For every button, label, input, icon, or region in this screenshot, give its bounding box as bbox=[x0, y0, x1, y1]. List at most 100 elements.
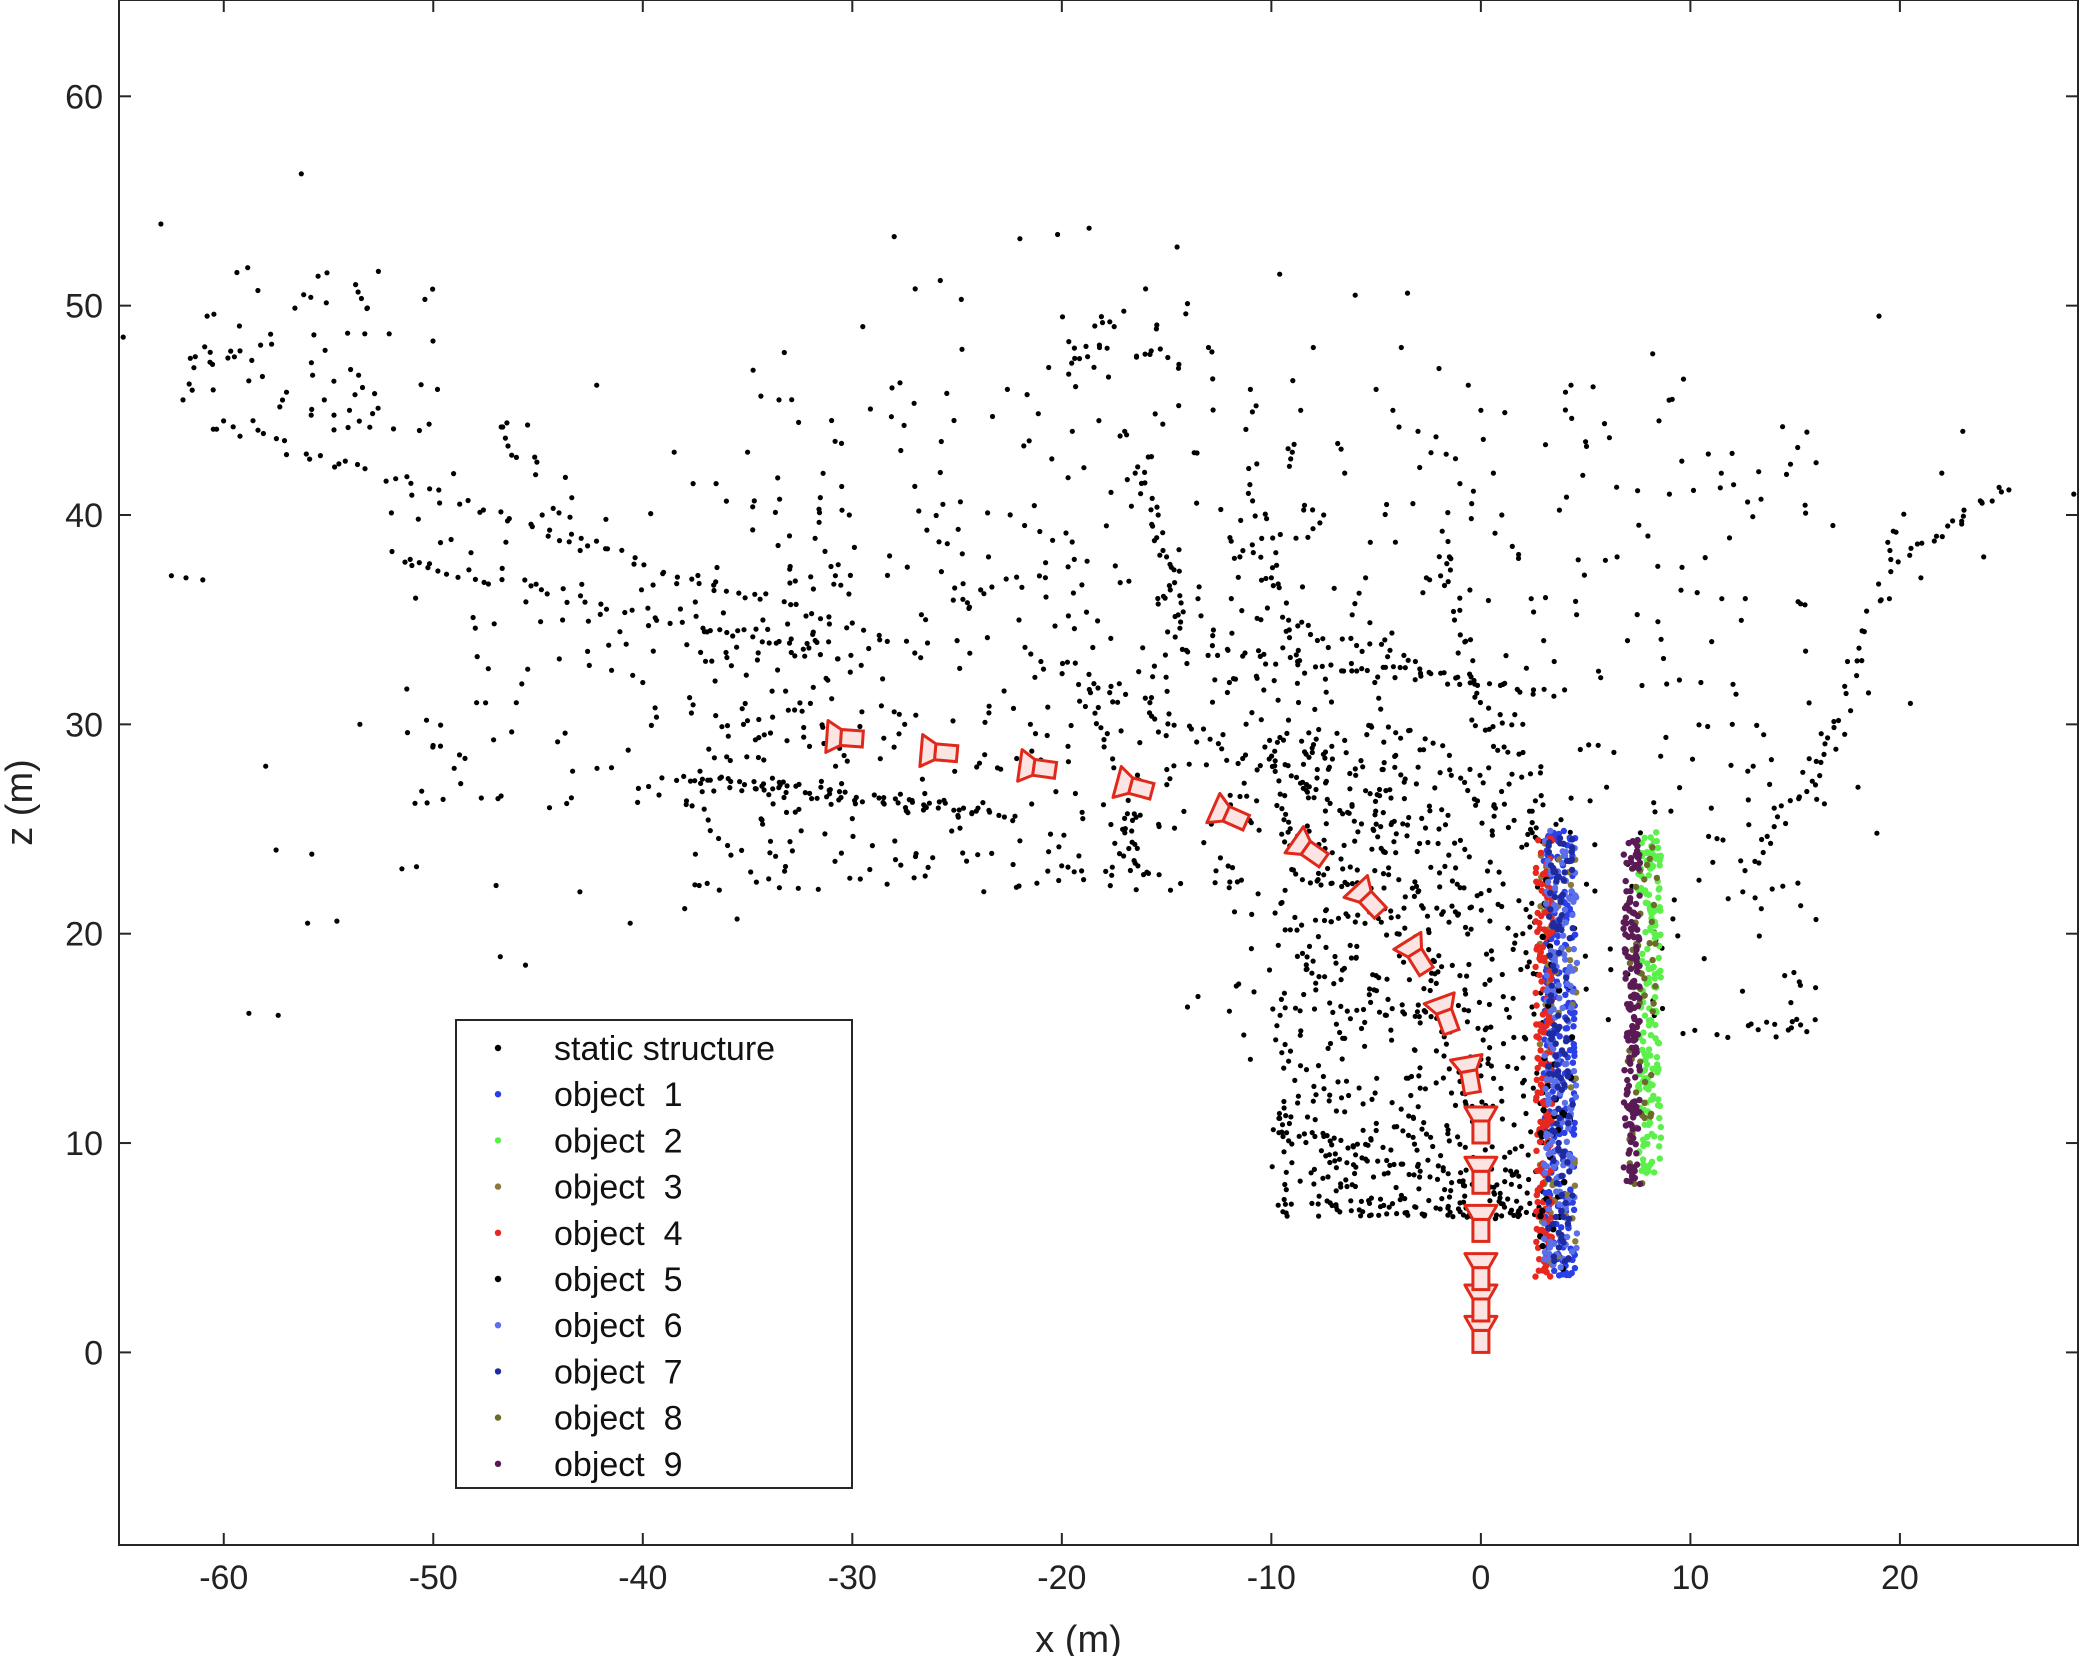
static-structure-point bbox=[1696, 877, 1702, 883]
static-structure-point bbox=[204, 313, 210, 319]
static-structure-point bbox=[745, 449, 751, 455]
static-structure-point bbox=[783, 809, 790, 816]
static-structure-point bbox=[1275, 1202, 1281, 1208]
static-structure-point bbox=[1499, 788, 1505, 795]
static-structure-point bbox=[1408, 1092, 1414, 1099]
static-structure-point bbox=[769, 688, 775, 694]
static-structure-point bbox=[214, 426, 220, 432]
static-structure-point bbox=[1742, 868, 1748, 874]
static-structure-point bbox=[814, 639, 820, 646]
static-structure-point bbox=[1145, 454, 1151, 460]
static-structure-point bbox=[1290, 378, 1296, 384]
static-structure-point bbox=[1275, 697, 1281, 703]
static-structure-point bbox=[1473, 802, 1479, 808]
static-structure-point bbox=[1316, 1213, 1322, 1219]
static-structure-point bbox=[1061, 832, 1067, 838]
static-structure-point bbox=[1349, 881, 1355, 887]
static-structure-point bbox=[1100, 802, 1107, 808]
static-structure-point bbox=[850, 833, 856, 840]
static-structure-point bbox=[503, 539, 509, 545]
static-structure-point bbox=[1663, 734, 1669, 741]
static-structure-point bbox=[362, 466, 368, 472]
static-structure-point bbox=[1541, 686, 1547, 692]
static-structure-point bbox=[370, 411, 376, 417]
static-structure-point bbox=[1247, 386, 1253, 392]
static-structure-point bbox=[1209, 643, 1215, 649]
static-structure-point bbox=[935, 805, 941, 811]
static-structure-point bbox=[1398, 772, 1404, 778]
static-structure-point bbox=[457, 501, 463, 507]
object-6-point bbox=[1544, 1075, 1552, 1082]
object-7-point bbox=[1569, 1192, 1576, 1199]
static-structure-point bbox=[1512, 712, 1518, 718]
static-structure-points bbox=[120, 171, 2077, 1222]
object-9-point bbox=[1633, 963, 1640, 970]
camera-pose bbox=[1111, 765, 1156, 801]
object-9-point bbox=[1620, 925, 1627, 932]
static-structure-point bbox=[734, 644, 740, 650]
static-structure-point bbox=[1065, 864, 1071, 870]
static-structure-point bbox=[1389, 1037, 1395, 1043]
static-structure-point bbox=[818, 784, 824, 790]
static-structure-point bbox=[1289, 866, 1295, 873]
static-structure-point bbox=[1059, 660, 1066, 667]
object-2-point bbox=[1645, 1046, 1653, 1053]
static-structure-point bbox=[1091, 364, 1097, 370]
static-structure-point bbox=[1026, 438, 1032, 444]
object-9-point bbox=[1626, 1163, 1634, 1170]
object-8-point bbox=[1646, 940, 1653, 947]
static-structure-point bbox=[1375, 834, 1381, 840]
static-structure-point bbox=[1417, 1065, 1423, 1071]
static-structure-point bbox=[1487, 977, 1493, 983]
static-structure-point bbox=[1343, 1078, 1350, 1084]
static-structure-point bbox=[1524, 1190, 1530, 1196]
object-6-point bbox=[1570, 945, 1578, 953]
static-structure-point bbox=[1411, 1172, 1417, 1178]
static-structure-point bbox=[1324, 796, 1330, 803]
object-4-point bbox=[1539, 871, 1547, 878]
static-structure-point bbox=[1787, 798, 1793, 804]
static-structure-point bbox=[989, 584, 995, 590]
static-structure-point bbox=[315, 273, 321, 279]
static-structure-point bbox=[1458, 1170, 1464, 1176]
static-structure-point bbox=[1342, 879, 1348, 886]
static-structure-point bbox=[1655, 619, 1661, 625]
object-9-point bbox=[1632, 1044, 1640, 1051]
object-9-point bbox=[1629, 1172, 1636, 1179]
object-2-point bbox=[1657, 1134, 1665, 1141]
static-structure-point bbox=[309, 851, 315, 857]
static-structure-point bbox=[279, 397, 286, 403]
static-structure-point bbox=[1299, 619, 1305, 625]
static-structure-point bbox=[792, 653, 798, 659]
static-structure-point bbox=[1349, 802, 1355, 808]
static-structure-point bbox=[952, 768, 958, 774]
static-structure-point bbox=[1542, 595, 1549, 601]
static-structure-point bbox=[812, 535, 818, 541]
static-structure-point bbox=[1311, 1166, 1317, 1172]
static-structure-point bbox=[451, 765, 457, 771]
static-structure-point bbox=[560, 617, 566, 623]
static-structure-point bbox=[959, 346, 965, 352]
static-structure-point bbox=[1012, 813, 1018, 819]
static-structure-point bbox=[1456, 1178, 1462, 1184]
static-structure-point bbox=[1281, 1098, 1287, 1105]
static-structure-point bbox=[878, 703, 885, 709]
static-structure-point bbox=[1164, 688, 1170, 694]
object-6-point bbox=[1561, 1099, 1569, 1107]
static-structure-point bbox=[1466, 854, 1472, 860]
object-7-point bbox=[1558, 1207, 1565, 1214]
static-structure-point bbox=[474, 654, 480, 660]
static-structure-point bbox=[1215, 741, 1221, 747]
static-structure-point bbox=[477, 509, 483, 515]
static-structure-point bbox=[1229, 865, 1236, 871]
static-structure-point bbox=[1327, 1159, 1333, 1166]
static-structure-point bbox=[168, 573, 174, 579]
static-structure-point bbox=[1072, 790, 1078, 797]
static-structure-point bbox=[1165, 354, 1171, 361]
static-structure-point bbox=[269, 341, 275, 347]
static-structure-point bbox=[1072, 355, 1078, 361]
static-structure-point bbox=[1237, 793, 1243, 800]
static-structure-point bbox=[699, 776, 706, 782]
static-structure-point bbox=[1738, 858, 1744, 864]
